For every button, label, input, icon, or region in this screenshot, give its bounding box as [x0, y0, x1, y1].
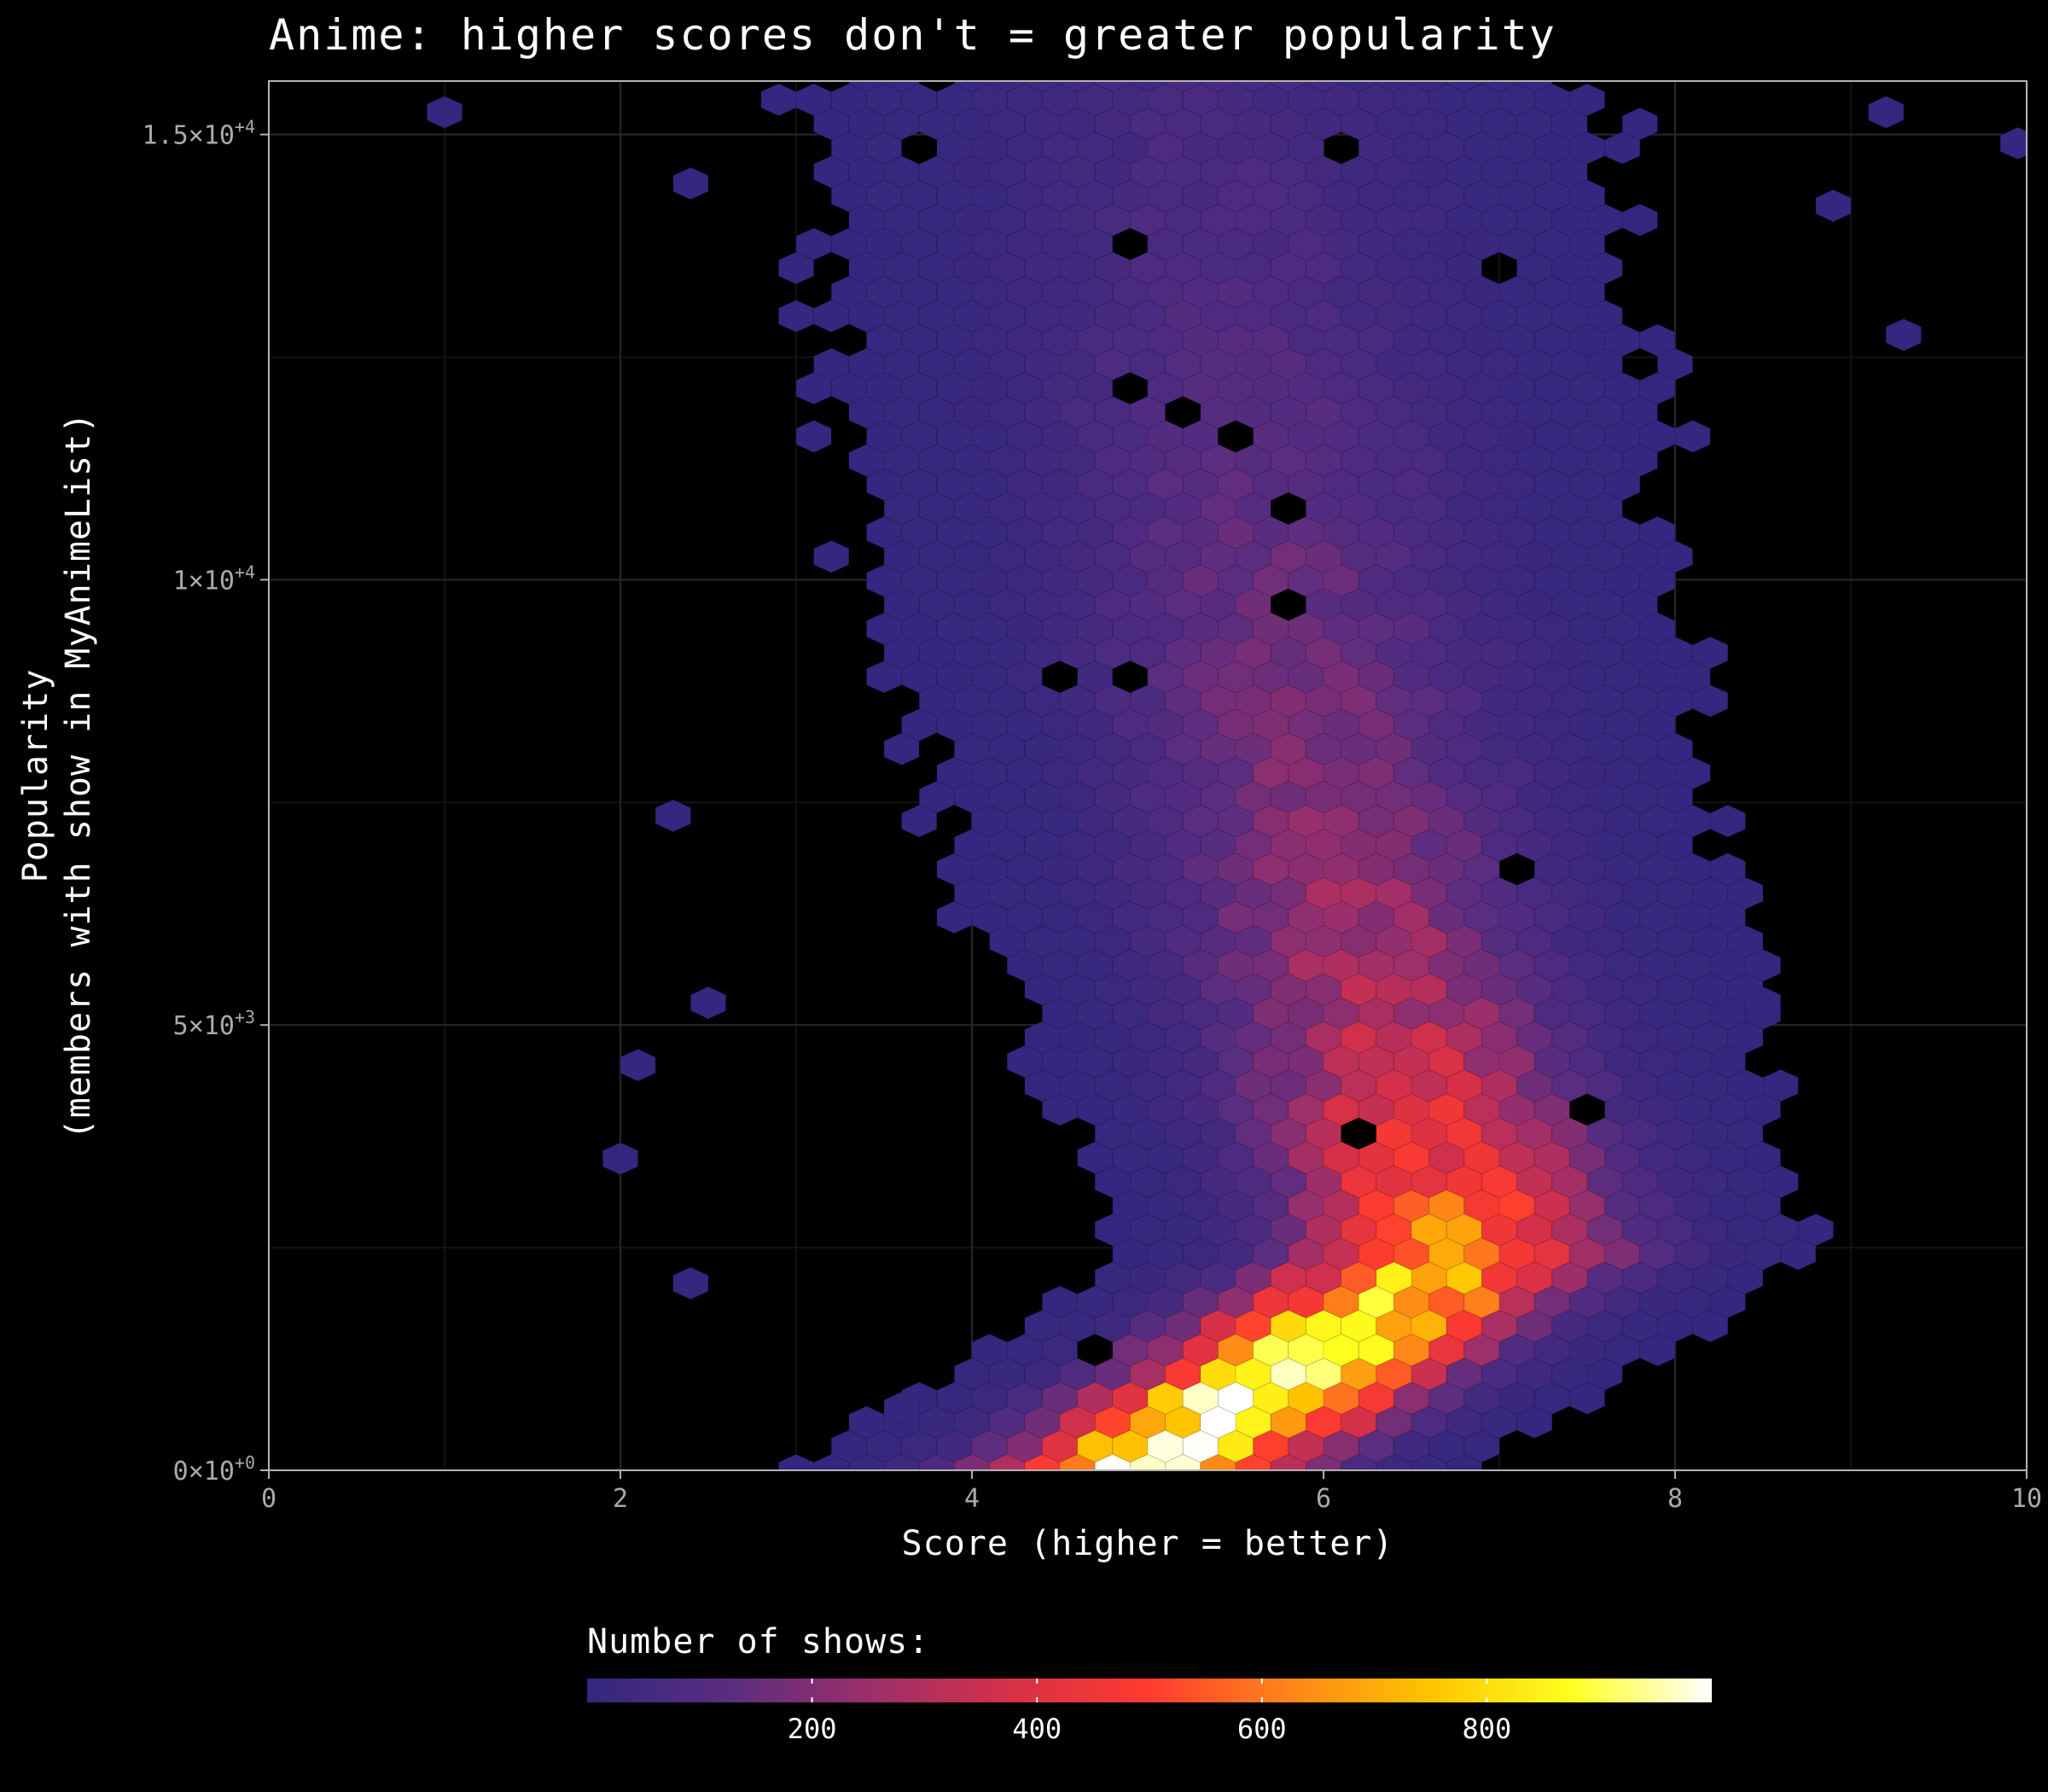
- color-legend: Number of shows: 200 400 600 800: [587, 1622, 1712, 1745]
- hexbin-cell: [1094, 81, 1131, 93]
- x-tick-label: 6: [1316, 1484, 1331, 1514]
- legend-tick-label: 200: [788, 1713, 837, 1745]
- hexbin-cell: [620, 1048, 656, 1082]
- hexbin-cell: [1024, 81, 1061, 93]
- hexbin-cell: [1999, 126, 2027, 160]
- hexbin-cell: [1305, 81, 1342, 93]
- hexbin-cell: [1709, 852, 1746, 886]
- hexbin-cell: [1762, 1068, 1799, 1103]
- plot-border: [268, 80, 2028, 1471]
- hexbin-cell: [1481, 81, 1518, 93]
- hexbin-cell: [1270, 81, 1306, 93]
- hexbin-cell: [1059, 81, 1096, 93]
- y-tick-label: 0×10+0: [173, 1452, 255, 1487]
- legend-tick-label: 800: [1463, 1713, 1512, 1745]
- hexbin-cell: [1621, 203, 1658, 237]
- legend-ticks: 200 400 600 800: [788, 1679, 1512, 1745]
- x-axis-ticks: 0 2 4 6 8 10: [261, 1470, 2042, 1514]
- hexbin-cell: [813, 539, 850, 573]
- hexbin-cell: [1341, 81, 1377, 93]
- legend-colorbar: [587, 1679, 1712, 1702]
- hexbin-cell: [1411, 81, 1447, 93]
- hexbin-cell: [1639, 323, 1676, 358]
- hexbin-cell: [1165, 81, 1201, 93]
- y-axis-title-line1: Popularity: [16, 669, 55, 883]
- y-axis-ticks: 0×10+0 5×10+3 1×10+4 1.5×10+4: [143, 117, 269, 1487]
- hexbin-cell: [989, 81, 1026, 93]
- y-tick-label: 1.5×10+4: [143, 117, 255, 151]
- hexbin-cell: [1744, 986, 1782, 1020]
- hexbin-cell: [1235, 81, 1271, 93]
- hexbin-cell: [602, 1142, 639, 1176]
- hexbin-cell: [689, 986, 727, 1020]
- x-tick-label: 4: [964, 1484, 980, 1514]
- hexbin-cell: [672, 166, 709, 201]
- x-tick-label: 2: [613, 1484, 628, 1514]
- hexbin-layer: [426, 81, 2027, 1470]
- hexbin-cell: [1446, 81, 1482, 93]
- x-tick-label: 8: [1667, 1484, 1683, 1514]
- y-tick-label: 5×10+3: [173, 1007, 255, 1041]
- x-tick-label: 0: [261, 1484, 276, 1514]
- hexbin-cell: [883, 1391, 920, 1425]
- hexbin-cell: [1568, 83, 1606, 117]
- legend-tick-label: 400: [1012, 1713, 1062, 1745]
- hexbin-cell: [1376, 81, 1412, 93]
- hexbin-cell: [883, 81, 920, 93]
- hexbin-cell: [1639, 515, 1676, 550]
- hexbin-cell: [672, 1266, 709, 1300]
- hexbin-cell: [1868, 96, 1905, 129]
- legend-title: Number of shows:: [587, 1622, 929, 1661]
- hexbin-cell: [1129, 81, 1167, 93]
- x-axis-title: Score (higher = better): [902, 1524, 1394, 1563]
- x-tick-label: 10: [2011, 1484, 2042, 1514]
- hexbin-cell: [655, 799, 691, 833]
- hexbin-cell: [1692, 636, 1729, 670]
- hexbin-cell: [848, 81, 885, 93]
- hexbin-cell: [1674, 420, 1711, 453]
- y-axis-title: Popularity (members with show in MyAnime…: [16, 412, 98, 1140]
- hexbin-cell: [1709, 804, 1746, 838]
- hexbin-cell: [1516, 81, 1553, 93]
- hexbin-cell: [1621, 107, 1658, 141]
- hexbin-cell: [795, 420, 832, 453]
- legend-tick-label: 600: [1237, 1713, 1287, 1745]
- hexbin-cell: [953, 81, 991, 93]
- y-tick-label: 1×10+4: [173, 561, 255, 596]
- y-axis-title-line2: (members with show in MyAnimeList): [59, 412, 98, 1140]
- hexbin-cell: [1885, 318, 1922, 352]
- hexbin-cell: [1815, 189, 1852, 223]
- hexbin-cell: [426, 96, 463, 129]
- hexbin-cell: [1797, 1213, 1834, 1247]
- hexbin-cell: [1200, 81, 1236, 93]
- chart-title: Anime: higher scores don't = greater pop…: [269, 10, 1556, 60]
